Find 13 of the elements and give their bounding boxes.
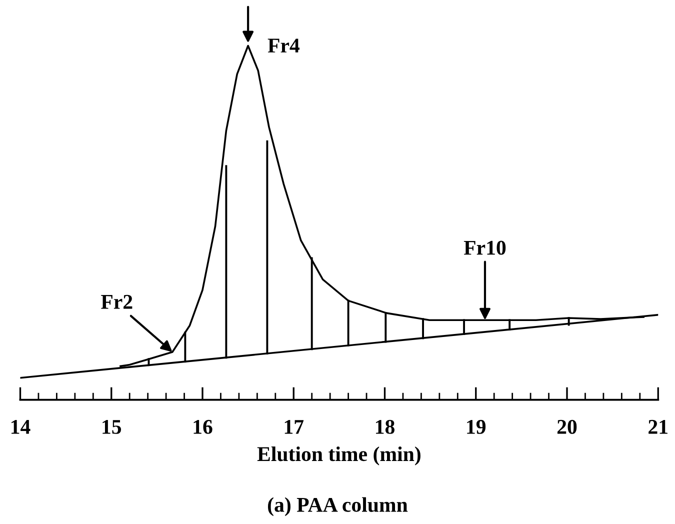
x-tick-label: 19: [467, 420, 486, 434]
x-tick-label: 14: [12, 420, 30, 434]
x-tick-label: 15: [102, 420, 122, 434]
annotation: Fr4: [268, 38, 300, 52]
x-tick-label: 16: [194, 420, 212, 434]
x-tick-label: 18: [376, 420, 394, 434]
annotation: Fr10: [464, 240, 506, 255]
x-axis-title: Elution time (min): [257, 446, 420, 466]
x-tick-label: 17: [284, 420, 304, 434]
x-tick-label: 20: [557, 420, 577, 434]
text: (a) PAA column: [268, 497, 408, 516]
annotation: Fr2: [101, 294, 132, 309]
x-tick-label: 21: [648, 420, 668, 434]
